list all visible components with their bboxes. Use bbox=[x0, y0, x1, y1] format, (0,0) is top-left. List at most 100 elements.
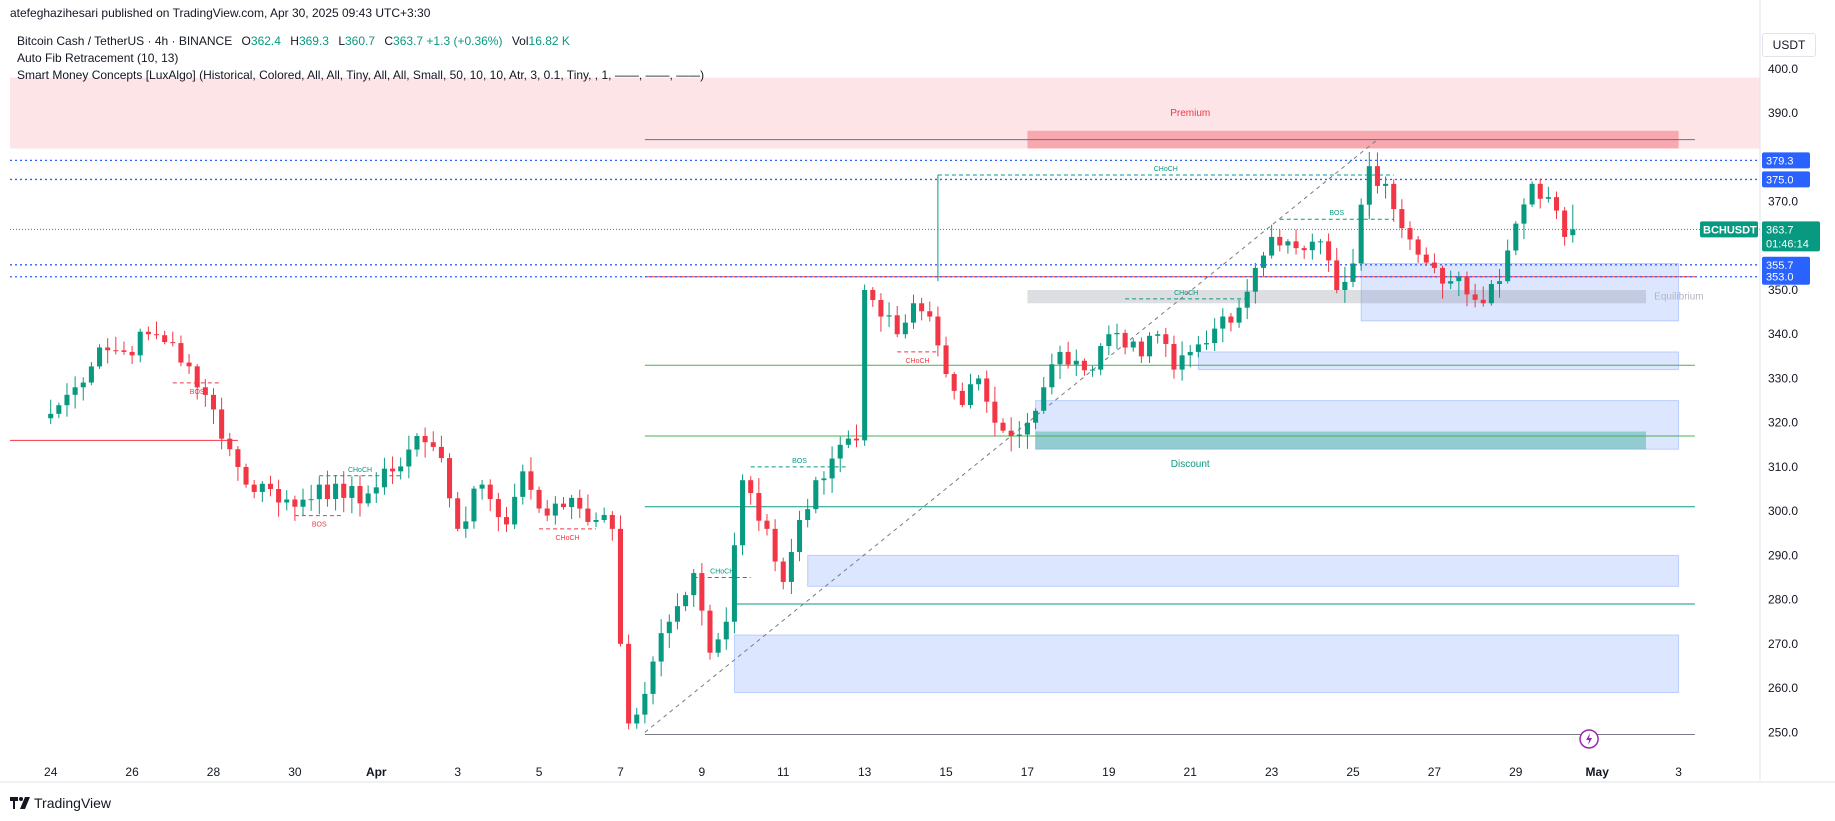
candle bbox=[870, 290, 876, 301]
candle bbox=[1415, 239, 1421, 255]
order-block-1 bbox=[807, 554, 1680, 587]
price-tick: 310.0 bbox=[1768, 460, 1798, 474]
candle bbox=[341, 483, 347, 498]
candle bbox=[797, 520, 803, 553]
candle bbox=[251, 484, 257, 492]
candle bbox=[1456, 276, 1462, 282]
time-tick: 11 bbox=[777, 765, 790, 779]
candle bbox=[202, 387, 208, 395]
candle bbox=[72, 387, 78, 395]
high-value: 369.3 bbox=[298, 34, 329, 48]
candle bbox=[1000, 422, 1006, 431]
indicator-smc[interactable]: Smart Money Concepts [LuxAlgo] (Historic… bbox=[17, 68, 705, 82]
candle bbox=[1269, 236, 1275, 256]
candle bbox=[544, 508, 550, 516]
time-tick: 17 bbox=[1021, 765, 1035, 779]
time-axis: 24 26 28 30 Apr 3 5 7 9 11 13 15 17 19 21 23 25 27 29 May 3 bbox=[0, 729, 1835, 783]
candle bbox=[878, 300, 884, 317]
candle bbox=[674, 606, 680, 622]
horizontal-lines-layer bbox=[10, 139, 1760, 736]
candle bbox=[414, 435, 420, 450]
candle bbox=[943, 345, 949, 375]
time-tick: 9 bbox=[699, 765, 706, 779]
candle bbox=[707, 610, 713, 653]
candle bbox=[1366, 166, 1372, 205]
price-tick: 300.0 bbox=[1768, 504, 1798, 518]
low-label: L bbox=[338, 34, 345, 48]
candle bbox=[1260, 255, 1267, 268]
candle bbox=[1212, 328, 1218, 344]
candle bbox=[862, 290, 868, 441]
candle bbox=[447, 458, 453, 499]
candle bbox=[1545, 197, 1551, 199]
indicator-fib[interactable]: Auto Fib Retracement (10, 13) bbox=[17, 51, 179, 65]
candle bbox=[780, 561, 786, 582]
candle bbox=[837, 444, 843, 459]
candle bbox=[536, 489, 542, 509]
time-tick: 3 bbox=[1675, 765, 1682, 779]
candle bbox=[528, 471, 534, 490]
candle bbox=[845, 438, 851, 445]
candle bbox=[1407, 228, 1413, 240]
candle bbox=[316, 484, 322, 500]
price-tick: 350.0 bbox=[1768, 283, 1798, 297]
candle bbox=[113, 350, 119, 352]
structure-label-5: BOS bbox=[792, 458, 807, 465]
candle bbox=[1431, 262, 1437, 268]
candle bbox=[300, 499, 306, 507]
order-block-0 bbox=[733, 634, 1680, 693]
candle bbox=[577, 497, 583, 509]
candle bbox=[1049, 364, 1055, 388]
candle bbox=[935, 316, 941, 346]
time-tick: 24 bbox=[44, 765, 58, 779]
candle bbox=[1285, 241, 1291, 246]
countdown-label: 01:46:14 bbox=[1766, 238, 1809, 250]
candle bbox=[821, 478, 827, 481]
candle bbox=[1537, 183, 1543, 199]
candle bbox=[1513, 223, 1519, 251]
candle bbox=[1041, 387, 1047, 411]
fib-price-tag-label-3: 353.0 bbox=[1766, 272, 1794, 284]
candle bbox=[1440, 267, 1446, 284]
price-tick: 390.0 bbox=[1768, 106, 1798, 120]
symbol-title[interactable]: Bitcoin Cash / TetherUS · 4h · BINANCE bbox=[17, 34, 233, 48]
close-value: 363.7 bbox=[393, 34, 424, 48]
change-value: +1.3 (+0.36%) bbox=[426, 34, 503, 48]
candle bbox=[1171, 343, 1177, 370]
currency-button[interactable]: USDT bbox=[1762, 33, 1816, 57]
close-label: C bbox=[384, 34, 394, 48]
tradingview-logo[interactable]: TradingView bbox=[10, 795, 111, 811]
candle bbox=[487, 484, 493, 500]
lightning-bolt bbox=[1586, 732, 1593, 745]
candle bbox=[569, 497, 575, 508]
candle bbox=[520, 471, 526, 497]
candle bbox=[552, 503, 558, 516]
candle bbox=[1008, 430, 1014, 436]
candle bbox=[235, 449, 241, 467]
candle bbox=[1236, 307, 1242, 323]
candle bbox=[1179, 355, 1185, 370]
candle bbox=[1472, 294, 1478, 300]
candle bbox=[1374, 166, 1380, 186]
candle bbox=[145, 331, 151, 335]
symbol-row[interactable]: Bitcoin Cash / TetherUS · 4h · BINANCE O… bbox=[17, 33, 704, 50]
time-tick: 3 bbox=[454, 765, 461, 779]
order-block-2 bbox=[1035, 400, 1680, 450]
order-block-3 bbox=[1197, 351, 1680, 371]
candle bbox=[292, 499, 298, 507]
candle bbox=[764, 520, 770, 529]
candle bbox=[243, 466, 249, 485]
structure-layer: BOSCHoCHBOSCHoCHCHoCHBOSCHoCHCHoCHBOSCHo… bbox=[172, 166, 1394, 578]
fib-price-tag-3 bbox=[1762, 268, 1810, 285]
candle bbox=[1187, 351, 1193, 356]
candle bbox=[691, 573, 697, 596]
candle bbox=[927, 311, 933, 317]
price-tick: 290.0 bbox=[1768, 548, 1798, 562]
price-tick: 270.0 bbox=[1768, 637, 1798, 651]
candle bbox=[1098, 346, 1104, 370]
time-tick: 15 bbox=[939, 765, 953, 779]
candle bbox=[1529, 183, 1535, 205]
candle bbox=[805, 509, 811, 520]
discount-highlight bbox=[1035, 431, 1647, 450]
